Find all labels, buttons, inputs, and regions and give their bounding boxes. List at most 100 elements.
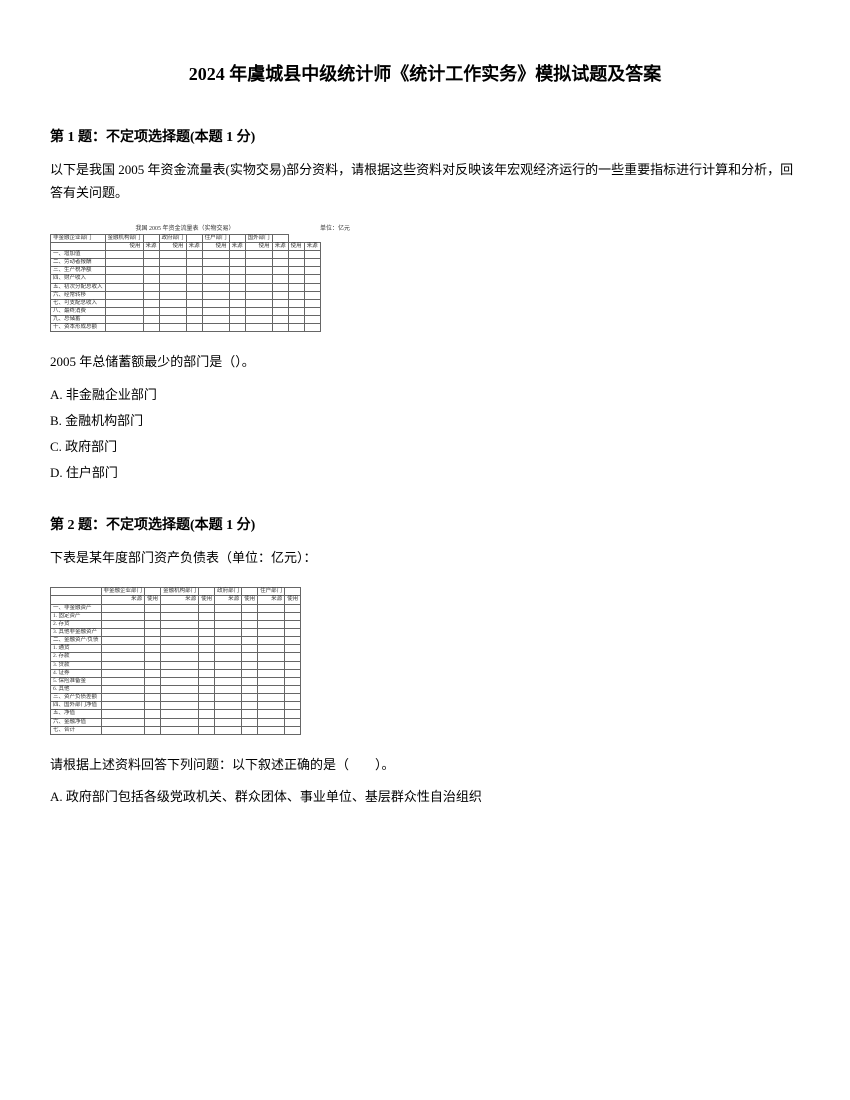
table-cell xyxy=(215,628,242,636)
table-cell: 来源 xyxy=(229,242,245,250)
table-cell: 五、净值 xyxy=(51,710,102,718)
table-cell xyxy=(145,620,161,628)
table-cell xyxy=(143,283,159,291)
table-cell xyxy=(285,653,301,661)
table-cell: 2. 存货 xyxy=(51,620,102,628)
table-cell xyxy=(285,588,301,596)
table-cell xyxy=(199,653,215,661)
table-cell: 金融机构部门 xyxy=(161,588,199,596)
table-cell xyxy=(258,661,285,669)
table-cell xyxy=(285,620,301,628)
table-cell: 来源 xyxy=(143,242,159,250)
table-cell xyxy=(161,604,199,612)
table-cell xyxy=(245,299,272,307)
table-cell xyxy=(199,620,215,628)
table-cell xyxy=(215,710,242,718)
table-cell xyxy=(215,685,242,693)
table-cell xyxy=(105,291,143,299)
table-cell xyxy=(288,267,304,275)
table-cell xyxy=(199,726,215,734)
table-cell xyxy=(229,299,245,307)
table-cell xyxy=(202,283,229,291)
q2-table-grid: 非金融企业部门金融机构部门政府部门住户部门来源使用来源使用来源使用来源使用一、非… xyxy=(50,587,301,735)
table-cell xyxy=(215,694,242,702)
table-cell xyxy=(199,645,215,653)
table-cell: 3. 其他非金融资产 xyxy=(51,628,102,636)
table-cell: 三、生产税净额 xyxy=(51,267,106,275)
table-cell xyxy=(199,710,215,718)
table-cell xyxy=(101,653,145,661)
table-cell: 二、金融资产/负债 xyxy=(51,637,102,645)
table-cell xyxy=(304,316,320,324)
table-cell xyxy=(161,628,199,636)
table-cell xyxy=(288,324,304,332)
table-cell xyxy=(186,275,202,283)
table-cell xyxy=(245,291,272,299)
table-cell xyxy=(101,726,145,734)
table-cell xyxy=(143,267,159,275)
table-cell xyxy=(229,324,245,332)
table-cell xyxy=(51,242,106,250)
table-cell xyxy=(242,726,258,734)
table-cell xyxy=(288,308,304,316)
table-cell xyxy=(159,275,186,283)
table-cell xyxy=(101,702,145,710)
q1-table-grid: 非金融企业部门金融机构部门政府部门住户部门国外部门使用来源使用来源使用来源使用来… xyxy=(50,234,321,333)
table-cell xyxy=(143,275,159,283)
table-cell xyxy=(304,267,320,275)
table-cell xyxy=(272,316,288,324)
table-cell xyxy=(143,251,159,259)
table-cell: 一、增加值 xyxy=(51,251,106,259)
table-cell xyxy=(199,702,215,710)
table-cell xyxy=(229,316,245,324)
table-cell xyxy=(159,291,186,299)
table-cell xyxy=(215,718,242,726)
table-cell xyxy=(304,299,320,307)
table-cell: 3. 贷款 xyxy=(51,661,102,669)
table-cell xyxy=(199,628,215,636)
table-cell xyxy=(258,620,285,628)
table-cell xyxy=(159,283,186,291)
table-cell xyxy=(199,612,215,620)
q1-option-c: C. 政府部门 xyxy=(50,434,800,460)
table-cell: 九、总储蓄 xyxy=(51,316,106,324)
table-cell xyxy=(229,259,245,267)
table-cell xyxy=(161,685,199,693)
table-cell xyxy=(143,324,159,332)
q2-body: 下表是某年度部门资产负债表（单位：亿元）： xyxy=(50,546,800,569)
table-cell xyxy=(304,283,320,291)
table-cell xyxy=(145,685,161,693)
table-cell xyxy=(105,324,143,332)
table-cell: 使用 xyxy=(145,596,161,604)
table-cell xyxy=(304,251,320,259)
table-cell xyxy=(229,283,245,291)
table-cell xyxy=(51,596,102,604)
table-cell: 十、资本形成总额 xyxy=(51,324,106,332)
table-cell xyxy=(304,308,320,316)
table-cell: 来源 xyxy=(101,596,145,604)
table-cell: 五、初次分配总收入 xyxy=(51,283,106,291)
table-cell xyxy=(159,267,186,275)
q1-stem: 2005 年总储蓄额最少的部门是（）。 xyxy=(50,350,800,373)
table-cell xyxy=(242,718,258,726)
table-cell xyxy=(105,251,143,259)
table-cell xyxy=(186,234,202,242)
table-cell xyxy=(258,694,285,702)
table-cell xyxy=(285,637,301,645)
table-cell xyxy=(145,677,161,685)
table-cell xyxy=(258,710,285,718)
table-cell: 住户部门 xyxy=(202,234,229,242)
table-cell xyxy=(105,299,143,307)
table-cell xyxy=(101,694,145,702)
table-cell xyxy=(159,259,186,267)
table-cell xyxy=(245,283,272,291)
table-cell xyxy=(101,685,145,693)
table-cell xyxy=(258,604,285,612)
table-cell xyxy=(285,612,301,620)
table-cell: 政府部门 xyxy=(159,234,186,242)
table-cell xyxy=(285,710,301,718)
table-cell xyxy=(159,308,186,316)
table-cell xyxy=(285,669,301,677)
table-cell xyxy=(304,291,320,299)
table-cell xyxy=(186,308,202,316)
